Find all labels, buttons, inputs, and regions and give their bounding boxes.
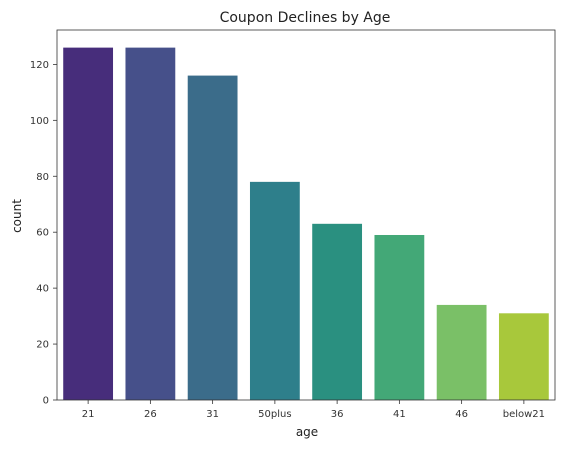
y-axis-label: count [10,199,24,233]
bar-50plus [249,181,300,400]
bar-31 [187,75,238,401]
y-tick-label: 20 [36,340,49,351]
y-tick-label: 100 [30,116,49,127]
x-axis-label: age [296,425,318,439]
y-tick-label: 40 [36,284,49,295]
bar-below21 [498,313,549,400]
x-tick-label: 21 [82,409,95,420]
x-tick-label: 46 [455,409,468,420]
plot-frame [56,29,556,401]
x-axis-ticks: 21 26 31 50plus 36 41 46 below21 [82,400,545,420]
y-tick-label: 120 [30,60,49,71]
y-tick-label: 0 [43,396,49,407]
bar-21 [63,47,114,400]
x-tick-label: 41 [393,409,406,420]
x-tick-label: 26 [144,409,157,420]
bar-26 [125,47,176,400]
bar-36 [312,223,363,400]
y-axis-ticks: 0 20 40 60 80 100 120 [30,60,57,407]
x-tick-label: 50plus [258,409,291,420]
bars-group [63,47,549,401]
x-tick-label: 31 [206,409,219,420]
bar-41 [374,234,425,400]
x-tick-label: below21 [503,409,545,420]
bar-46 [436,304,487,400]
y-tick-label: 80 [36,172,49,183]
x-tick-label: 36 [331,409,344,420]
y-tick-label: 60 [36,228,49,239]
chart-title: Coupon Declines by Age [220,10,391,26]
